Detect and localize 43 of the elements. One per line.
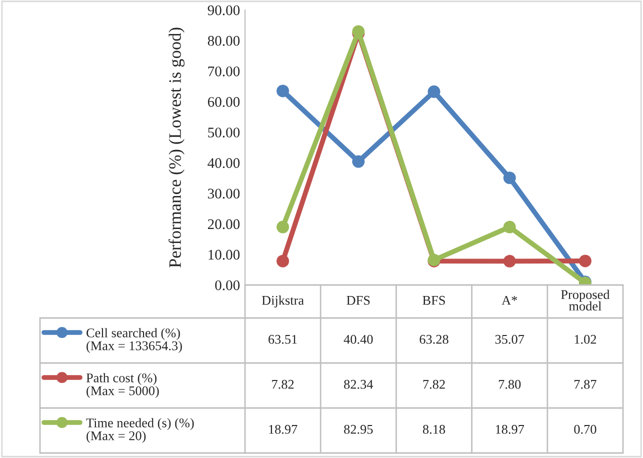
x-tick-label: A*: [502, 296, 518, 305]
data-label: 7.82: [272, 380, 294, 389]
y-tick-label: 80.00: [208, 36, 240, 46]
y-tick-label: 50.00: [208, 128, 240, 138]
y-tick-label: 0.00: [215, 280, 240, 290]
data-label: 35.07: [495, 334, 524, 344]
x-tick-label: Proposed model: [561, 290, 610, 311]
point: [276, 254, 290, 268]
y-tick-label: 10.00: [208, 250, 240, 260]
point: [352, 155, 365, 168]
x-tick-label: DFS: [346, 296, 370, 305]
point: [578, 254, 592, 268]
y-tick-label: 70.00: [208, 66, 240, 76]
x-tick-label: Dijkstra: [262, 296, 304, 308]
data-label: 63.28: [420, 334, 448, 344]
point: [503, 172, 516, 184]
point: [503, 220, 516, 234]
data-label: 18.97: [269, 424, 298, 434]
point: [276, 84, 290, 98]
legend-label: Path cost (%) (Max = 5000): [86, 373, 159, 398]
y-tick-label: 60.00: [208, 97, 240, 107]
data-label: 7.87: [574, 380, 596, 389]
point: [428, 85, 440, 98]
data-label: 7.80: [498, 380, 521, 389]
legend-label: Cell searched (%) (Max = 133654.3): [86, 328, 182, 353]
data-label: 1.02: [574, 334, 596, 344]
data-label: 82.34: [344, 380, 374, 389]
data-label: 0.70: [574, 424, 596, 434]
y-tick-label: 30.00: [208, 188, 240, 199]
y-tick-label: 20.00: [208, 219, 240, 230]
y-tick-label: 90.00: [208, 5, 240, 16]
y-axis-title: Performance (%) (Lowest is good): [168, 28, 185, 268]
legend-label: Time needed (s) (%) (Max = 20): [86, 418, 194, 443]
point: [503, 254, 516, 268]
point: [276, 220, 290, 234]
data-label: 7.82: [423, 380, 445, 389]
data-label: 18.97: [496, 424, 524, 434]
data-label: 8.18: [422, 424, 446, 434]
data-label: 63.51: [268, 334, 297, 344]
data-label: 82.95: [344, 424, 373, 434]
y-tick-label: 40.00: [208, 158, 240, 168]
x-tick-label: BFS: [422, 296, 445, 305]
data-label: 40.40: [344, 334, 373, 344]
